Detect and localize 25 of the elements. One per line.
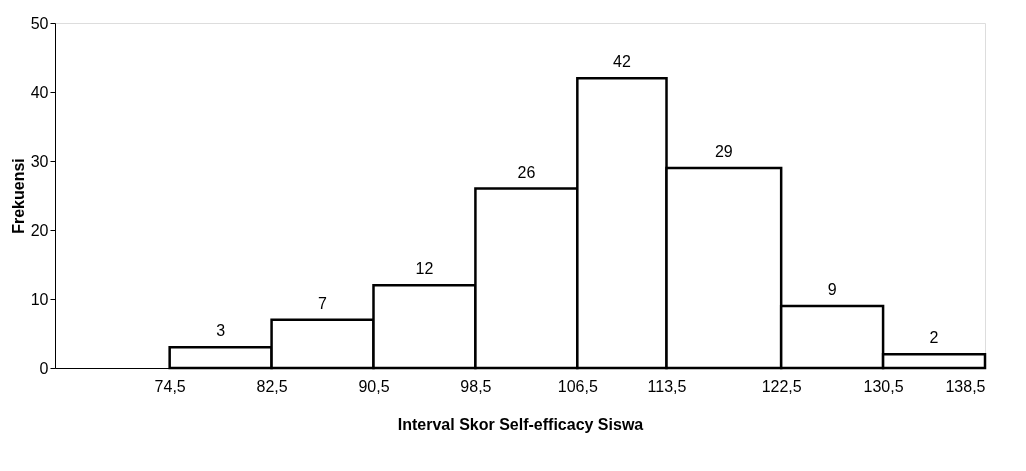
x-tick-label: 113,5 bbox=[647, 377, 687, 395]
x-axis-title: Interval Skor Self-efficacy Siswa bbox=[397, 415, 644, 433]
x-tick-label: 74,5 bbox=[154, 377, 186, 395]
x-tick-label: 106,5 bbox=[557, 377, 598, 395]
x-tick-label: 122,5 bbox=[761, 377, 802, 395]
y-axis-title: Frekuensi bbox=[9, 158, 27, 234]
x-tick-label: 82,5 bbox=[256, 377, 288, 395]
y-tick-label: 30 bbox=[30, 152, 49, 170]
y-tick-label: 50 bbox=[30, 14, 49, 32]
data-label: 26 bbox=[517, 163, 536, 181]
x-tick-label: 138,5 bbox=[945, 377, 986, 395]
x-tick-label: 130,5 bbox=[863, 377, 904, 395]
y-tick-label: 0 bbox=[39, 359, 49, 377]
data-label: 29 bbox=[714, 142, 733, 160]
data-label: 9 bbox=[827, 280, 837, 298]
data-label: 2 bbox=[929, 329, 939, 347]
y-tick-label: 10 bbox=[30, 290, 49, 308]
data-label: 3 bbox=[216, 322, 226, 340]
data-label: 12 bbox=[415, 260, 434, 278]
x-tick-label: 98,5 bbox=[460, 377, 492, 395]
y-tick-label: 40 bbox=[30, 83, 49, 101]
data-label: 7 bbox=[318, 294, 328, 312]
x-tick-label: 90,5 bbox=[358, 377, 390, 395]
data-label: 42 bbox=[613, 53, 631, 71]
y-tick-label: 20 bbox=[30, 221, 49, 239]
